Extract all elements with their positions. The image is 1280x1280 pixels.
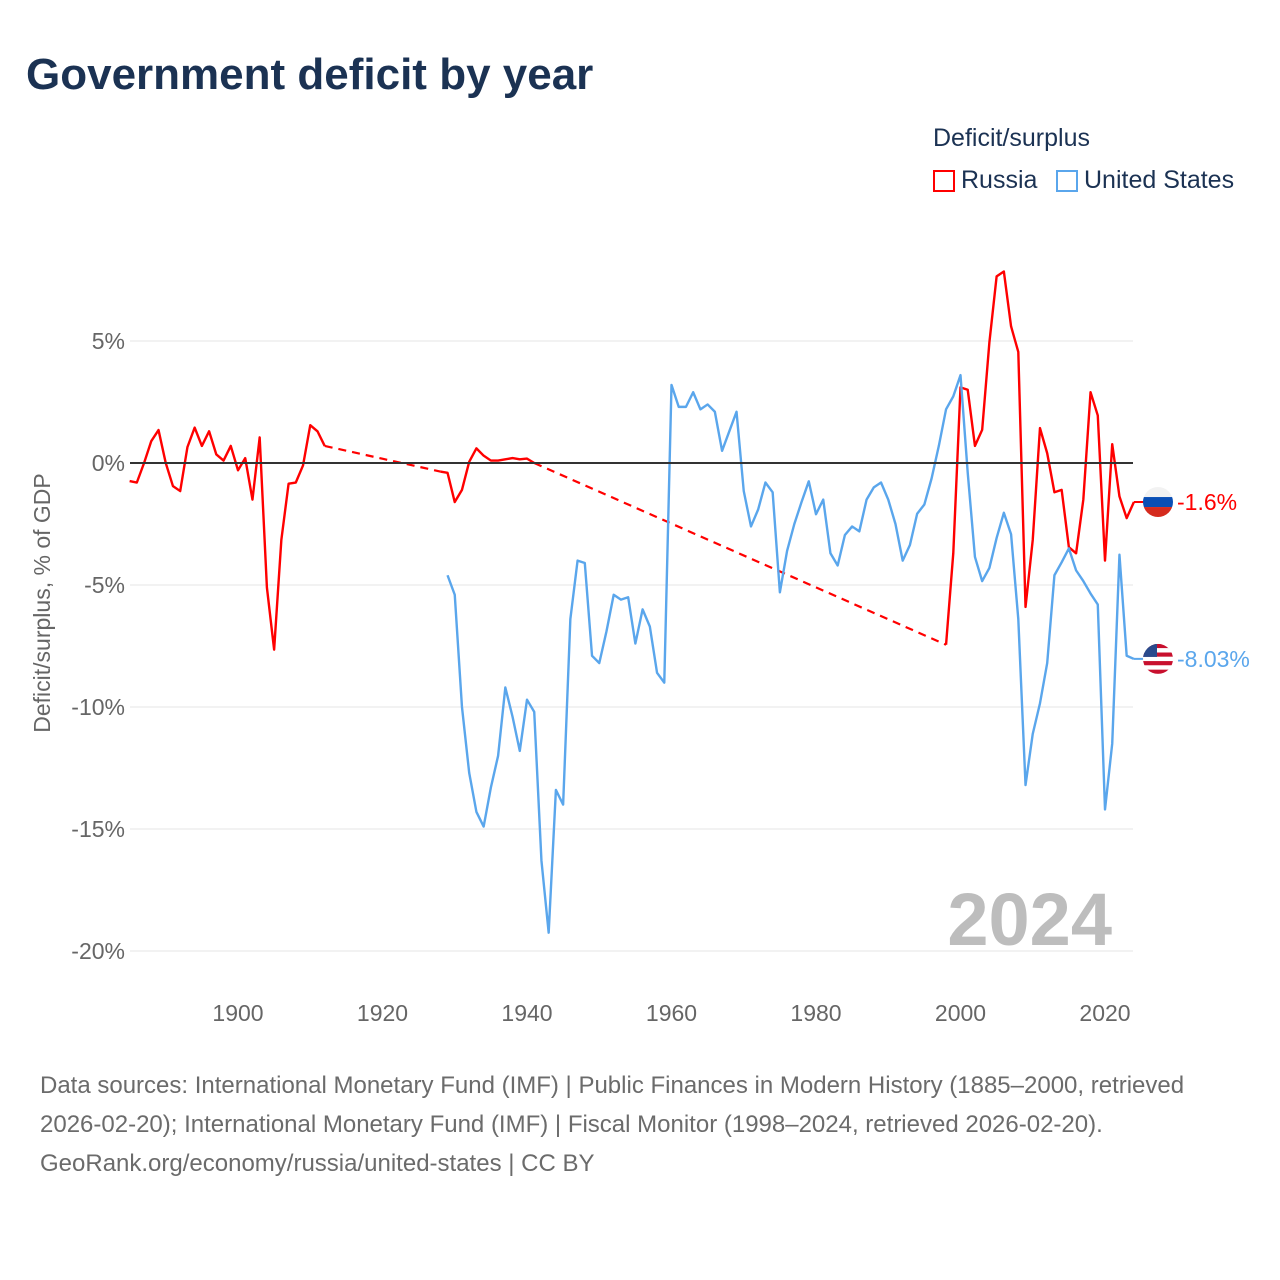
x-tick-label: 1900 xyxy=(212,1000,263,1026)
y-axis-label: Deficit/surplus, % of GDP xyxy=(29,473,55,732)
data-sources: Data sources: International Monetary Fun… xyxy=(40,1072,1185,1138)
y-tick-label: -5% xyxy=(84,572,125,598)
end-labels: -1.6% -8.03% xyxy=(1133,487,1250,674)
series-line-united-states xyxy=(446,373,1135,934)
end-label-united-states: -8.03% xyxy=(1177,646,1250,672)
y-tick-label: -15% xyxy=(71,816,125,842)
series-gap-russia xyxy=(324,444,441,473)
us-flag-icon xyxy=(1143,643,1173,674)
flag-stripe xyxy=(1143,656,1173,662)
flag-stripe xyxy=(1143,487,1173,498)
series-line-russia xyxy=(440,447,535,504)
legend-swatch-united-states xyxy=(1056,169,1078,192)
gridlines xyxy=(130,340,1133,952)
flag-stripe xyxy=(1143,648,1173,653)
end-label-russia: -1.6% xyxy=(1177,489,1237,515)
x-axis-ticks: 1900 1920 1940 1960 1980 2000 2020 xyxy=(212,1000,1130,1026)
x-tick-label: 1940 xyxy=(501,1000,552,1026)
legend-item-russia[interactable]: Russia xyxy=(933,166,1037,195)
legend-item-united-states[interactable]: United States xyxy=(1056,166,1234,195)
legend-swatch-russia xyxy=(933,169,955,192)
flag-canton xyxy=(1143,643,1157,657)
flag-stripe xyxy=(1143,661,1173,666)
series-line-russia xyxy=(944,270,1135,645)
x-tick-label: 2020 xyxy=(1079,1000,1130,1026)
year-watermark: 2024 xyxy=(947,878,1112,961)
y-axis-ticks: 5% 0% -5% -10% -15% -20% xyxy=(71,328,125,964)
flag-stripe xyxy=(1143,507,1173,518)
line-chart: 5% 0% -5% -10% -15% -20% 1900 1920 1940 1960 1980… xyxy=(29,270,1250,1026)
chart-title: Government deficit by year xyxy=(26,50,594,99)
x-tick-label: 1920 xyxy=(357,1000,408,1026)
flag-stripe xyxy=(1143,669,1173,674)
legend-title: Deficit/surplus xyxy=(933,124,1090,152)
x-tick-label: 1960 xyxy=(646,1000,697,1026)
russia-flag-icon xyxy=(1143,487,1173,518)
series-line-russia xyxy=(129,423,326,651)
footer: Data sources: International Monetary Fun… xyxy=(40,1066,1240,1183)
y-tick-label: -20% xyxy=(71,938,125,964)
x-tick-label: 2000 xyxy=(935,1000,986,1026)
series-lines xyxy=(129,270,1135,934)
x-tick-label: 1980 xyxy=(790,1000,841,1026)
legend-label-united-states: United States xyxy=(1084,166,1235,194)
flag-stripe xyxy=(1143,643,1173,649)
credit-link[interactable]: GeoRank.org/economy/russia/united-states… xyxy=(40,1150,595,1177)
flag-stripe xyxy=(1143,652,1173,657)
flag-stripe xyxy=(1143,665,1173,670)
series-gap-russia xyxy=(533,461,947,646)
legend-label-russia: Russia xyxy=(961,166,1038,194)
y-tick-label: 0% xyxy=(92,450,125,476)
y-tick-label: -10% xyxy=(71,694,125,720)
flag-stripe xyxy=(1143,497,1173,508)
y-tick-label: 5% xyxy=(92,328,125,354)
